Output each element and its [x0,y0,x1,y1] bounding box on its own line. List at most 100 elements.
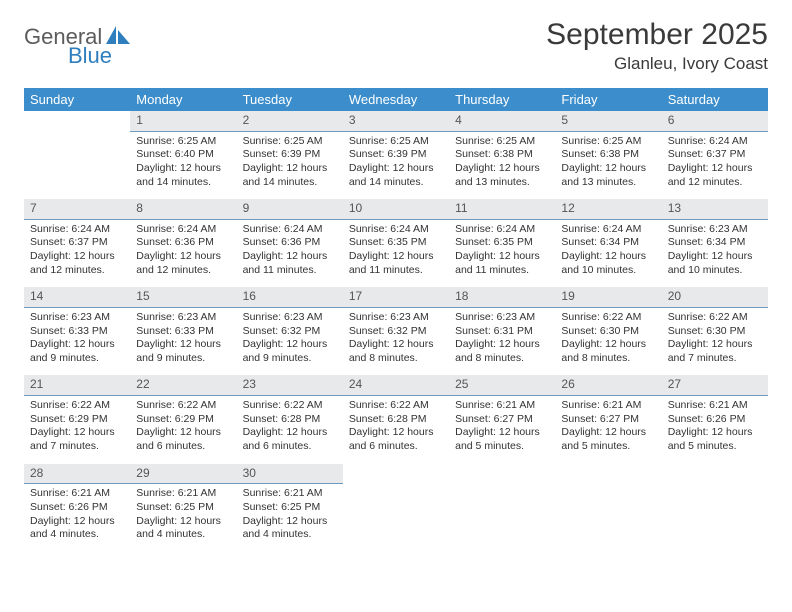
sunset-text: Sunset: 6:35 PM [455,236,549,250]
daylight-text: Daylight: 12 hours and 12 minutes. [30,250,124,277]
day-body: Sunrise: 6:24 AMSunset: 6:35 PMDaylight:… [343,220,449,288]
day-number: 19 [555,287,661,308]
sunset-text: Sunset: 6:38 PM [455,148,549,162]
day-number: 29 [130,464,236,485]
sunrise-text: Sunrise: 6:21 AM [455,399,549,413]
daylight-text: Daylight: 12 hours and 5 minutes. [455,426,549,453]
sunrise-text: Sunrise: 6:22 AM [136,399,230,413]
calendar-cell: 9Sunrise: 6:24 AMSunset: 6:36 PMDaylight… [237,199,343,287]
calendar-cell: 24Sunrise: 6:22 AMSunset: 6:28 PMDayligh… [343,375,449,463]
calendar-cell: 22Sunrise: 6:22 AMSunset: 6:29 PMDayligh… [130,375,236,463]
calendar-cell: . [449,464,555,552]
day-number: 25 [449,375,555,396]
calendar-cell: 4Sunrise: 6:25 AMSunset: 6:38 PMDaylight… [449,111,555,199]
day-number: 12 [555,199,661,220]
sunset-text: Sunset: 6:39 PM [349,148,443,162]
daylight-text: Daylight: 12 hours and 4 minutes. [136,515,230,542]
calendar-cell: 16Sunrise: 6:23 AMSunset: 6:32 PMDayligh… [237,287,343,375]
daylight-text: Daylight: 12 hours and 4 minutes. [243,515,337,542]
sunset-text: Sunset: 6:29 PM [136,413,230,427]
sunset-text: Sunset: 6:35 PM [349,236,443,250]
sunset-text: Sunset: 6:34 PM [561,236,655,250]
day-body: Sunrise: 6:21 AMSunset: 6:26 PMDaylight:… [662,396,768,464]
weekday-header: Thursday [449,88,555,111]
daylight-text: Daylight: 12 hours and 13 minutes. [455,162,549,189]
day-number: 14 [24,287,130,308]
sunset-text: Sunset: 6:36 PM [243,236,337,250]
sunrise-text: Sunrise: 6:24 AM [136,223,230,237]
sunrise-text: Sunrise: 6:23 AM [349,311,443,325]
calendar-cell: 26Sunrise: 6:21 AMSunset: 6:27 PMDayligh… [555,375,661,463]
calendar-cell: 25Sunrise: 6:21 AMSunset: 6:27 PMDayligh… [449,375,555,463]
calendar-cell: . [555,464,661,552]
day-number: 24 [343,375,449,396]
day-body: Sunrise: 6:22 AMSunset: 6:30 PMDaylight:… [662,308,768,376]
daylight-text: Daylight: 12 hours and 12 minutes. [668,162,762,189]
day-body: Sunrise: 6:23 AMSunset: 6:34 PMDaylight:… [662,220,768,288]
weekday-header: Saturday [662,88,768,111]
day-number: 21 [24,375,130,396]
day-number: 26 [555,375,661,396]
daylight-text: Daylight: 12 hours and 10 minutes. [668,250,762,277]
weekday-header: Tuesday [237,88,343,111]
calendar-cell: 12Sunrise: 6:24 AMSunset: 6:34 PMDayligh… [555,199,661,287]
day-number: 9 [237,199,343,220]
sunset-text: Sunset: 6:28 PM [243,413,337,427]
daylight-text: Daylight: 12 hours and 11 minutes. [349,250,443,277]
calendar-cell: 3Sunrise: 6:25 AMSunset: 6:39 PMDaylight… [343,111,449,199]
sunrise-text: Sunrise: 6:22 AM [668,311,762,325]
day-number: 16 [237,287,343,308]
day-body: Sunrise: 6:23 AMSunset: 6:31 PMDaylight:… [449,308,555,376]
day-body: Sunrise: 6:24 AMSunset: 6:36 PMDaylight:… [237,220,343,288]
sunrise-text: Sunrise: 6:23 AM [243,311,337,325]
day-body: Sunrise: 6:24 AMSunset: 6:37 PMDaylight:… [24,220,130,288]
daylight-text: Daylight: 12 hours and 14 minutes. [349,162,443,189]
calendar-cell: 6Sunrise: 6:24 AMSunset: 6:37 PMDaylight… [662,111,768,199]
sunset-text: Sunset: 6:38 PM [561,148,655,162]
day-number: 18 [449,287,555,308]
calendar-week: 28Sunrise: 6:21 AMSunset: 6:26 PMDayligh… [24,464,768,552]
sunset-text: Sunset: 6:36 PM [136,236,230,250]
sunrise-text: Sunrise: 6:22 AM [243,399,337,413]
sunset-text: Sunset: 6:37 PM [668,148,762,162]
sunset-text: Sunset: 6:26 PM [668,413,762,427]
weekday-row: SundayMondayTuesdayWednesdayThursdayFrid… [24,88,768,111]
daylight-text: Daylight: 12 hours and 13 minutes. [561,162,655,189]
sail-icon [106,26,130,44]
daylight-text: Daylight: 12 hours and 7 minutes. [30,426,124,453]
sunrise-text: Sunrise: 6:23 AM [668,223,762,237]
daylight-text: Daylight: 12 hours and 14 minutes. [243,162,337,189]
day-body: Sunrise: 6:24 AMSunset: 6:34 PMDaylight:… [555,220,661,288]
calendar-cell: 17Sunrise: 6:23 AMSunset: 6:32 PMDayligh… [343,287,449,375]
daylight-text: Daylight: 12 hours and 11 minutes. [243,250,337,277]
day-number: 10 [343,199,449,220]
day-body: Sunrise: 6:22 AMSunset: 6:28 PMDaylight:… [343,396,449,464]
sunrise-text: Sunrise: 6:25 AM [243,135,337,149]
daylight-text: Daylight: 12 hours and 6 minutes. [349,426,443,453]
sunrise-text: Sunrise: 6:25 AM [349,135,443,149]
sunset-text: Sunset: 6:33 PM [30,325,124,339]
weekday-header: Monday [130,88,236,111]
calendar-cell: 29Sunrise: 6:21 AMSunset: 6:25 PMDayligh… [130,464,236,552]
calendar-table: SundayMondayTuesdayWednesdayThursdayFrid… [24,88,768,552]
day-number: 8 [130,199,236,220]
weekday-header: Friday [555,88,661,111]
sunrise-text: Sunrise: 6:25 AM [136,135,230,149]
sunrise-text: Sunrise: 6:23 AM [455,311,549,325]
header-bar: General Blue September 2025 Glanleu, Ivo… [24,18,768,74]
sunrise-text: Sunrise: 6:24 AM [668,135,762,149]
sunrise-text: Sunrise: 6:24 AM [455,223,549,237]
sunrise-text: Sunrise: 6:24 AM [243,223,337,237]
sunset-text: Sunset: 6:39 PM [243,148,337,162]
sunrise-text: Sunrise: 6:23 AM [136,311,230,325]
sunrise-text: Sunrise: 6:25 AM [455,135,549,149]
day-body: Sunrise: 6:22 AMSunset: 6:30 PMDaylight:… [555,308,661,376]
sunrise-text: Sunrise: 6:21 AM [668,399,762,413]
day-number: 30 [237,464,343,485]
sunset-text: Sunset: 6:25 PM [243,501,337,515]
day-body: Sunrise: 6:23 AMSunset: 6:32 PMDaylight:… [343,308,449,376]
sunset-text: Sunset: 6:27 PM [561,413,655,427]
day-number: 13 [662,199,768,220]
calendar-cell: 20Sunrise: 6:22 AMSunset: 6:30 PMDayligh… [662,287,768,375]
logo-text: General Blue [24,24,130,67]
